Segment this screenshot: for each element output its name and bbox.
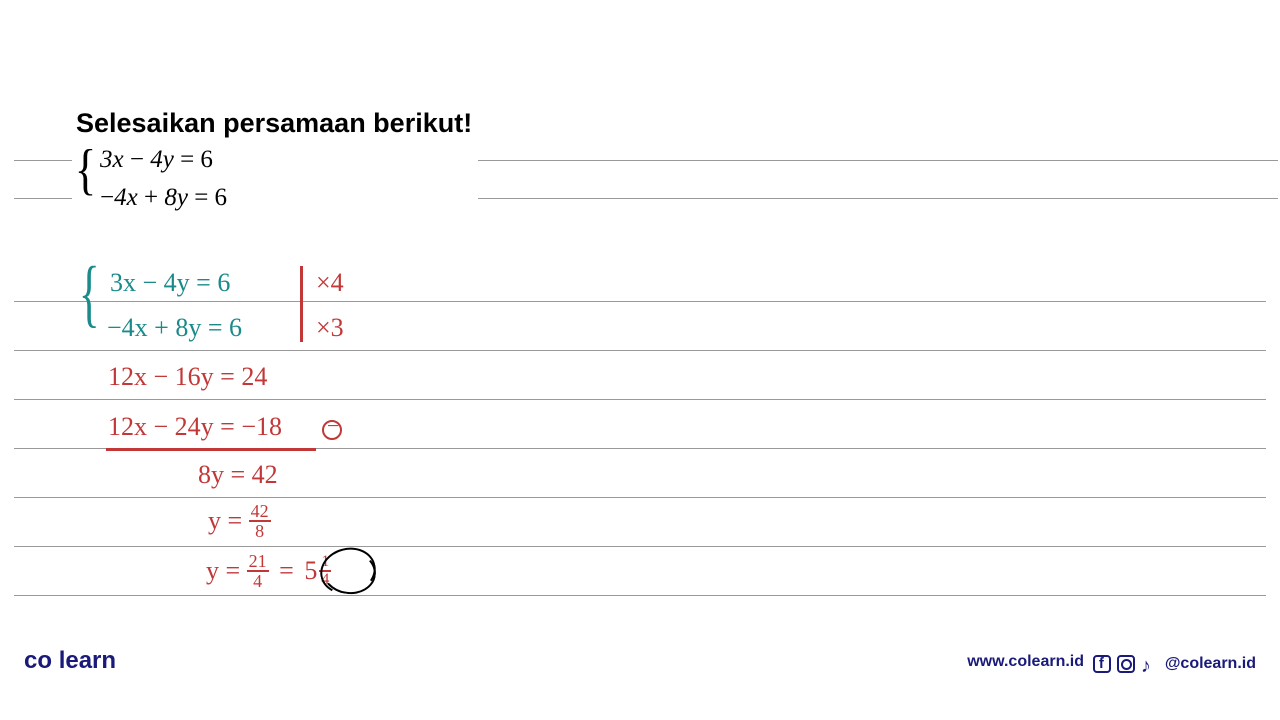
rule [14,595,1266,596]
problem-title: Selesaikan persamaan berikut! [76,108,472,139]
divider-line [300,266,303,342]
rule [14,301,1266,302]
brace-icon: { [75,138,97,202]
social-handle: @colearn.id [1165,655,1256,673]
rule [14,350,1266,351]
hw-sys-eq1: 3x − 4y = 6 [110,268,230,298]
hw-mult2: ×3 [316,313,344,343]
minus-op: − [327,413,339,439]
footer: co learn www.colearn.id ♪ @colearn.id [0,645,1280,675]
footer-url: www.colearn.id [967,653,1084,671]
hw-step4: y = 428 [208,504,271,542]
instagram-icon [1117,655,1135,673]
rule-short [14,198,72,199]
hw-mult1: ×4 [316,268,344,298]
rule-short [478,198,1278,199]
subtract-line [106,448,316,451]
hw-step3: 8y = 42 [198,460,278,490]
problem-eq2: −4x + 8y = 6 [100,184,227,212]
facebook-icon [1093,655,1111,673]
hw-step1: 12x − 16y = 24 [108,362,267,392]
hw-step2: 12x − 24y = −18 [108,412,282,442]
rule [14,497,1266,498]
rule-short [478,160,1278,161]
problem-eq1: 3x − 4y = 6 [100,146,213,174]
social-links: ♪ @colearn.id [1093,655,1256,673]
rule [14,546,1266,547]
rule [14,399,1266,400]
tiktok-icon: ♪ [1141,655,1159,673]
hw-step5: y = 214 = 514 [206,554,331,592]
brand-logo: co learn [24,647,116,675]
hw-brace-icon: { [79,250,100,337]
hw-sys-eq2: −4x + 8y = 6 [107,313,242,343]
rule-short [14,160,72,161]
